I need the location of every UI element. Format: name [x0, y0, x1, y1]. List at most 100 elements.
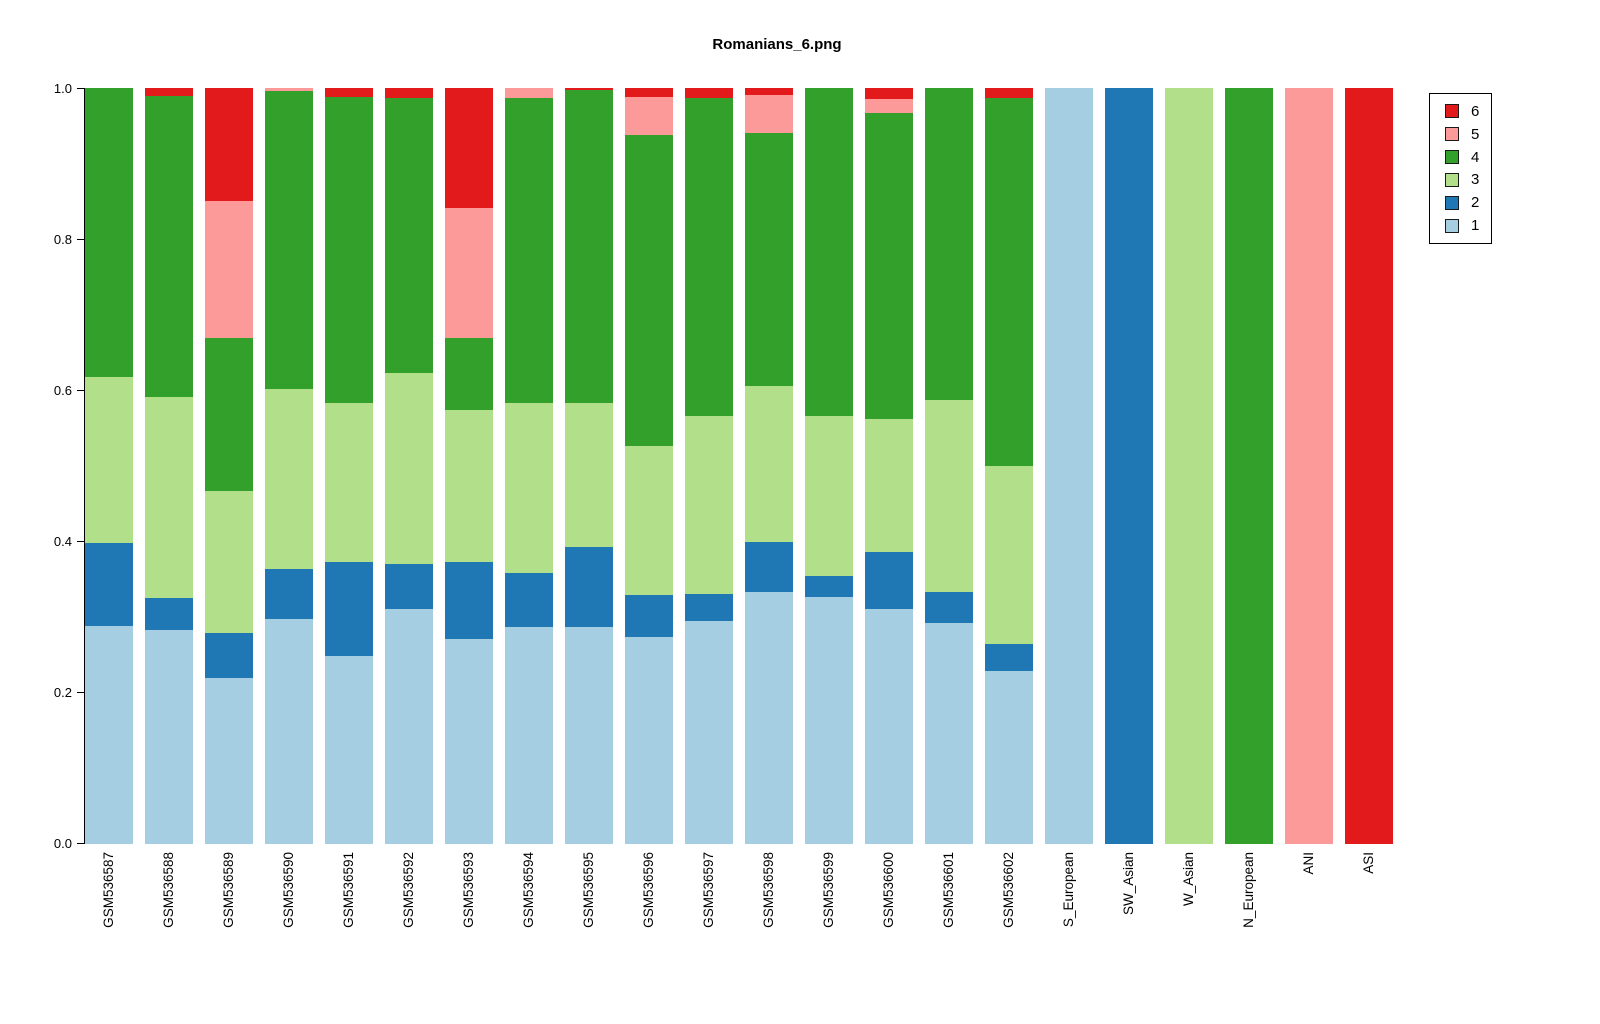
bar-GSM536602: [985, 88, 1033, 844]
x-tick-label-ANI: ANI: [1301, 852, 1316, 875]
bar-segment-2: [385, 563, 433, 609]
bar-segment-5: [865, 99, 913, 113]
legend-label-4: 4: [1471, 148, 1480, 166]
bar-GSM536591: [325, 88, 373, 844]
bar-segment-2: [805, 576, 853, 597]
bar-segment-5: [505, 88, 553, 98]
x-tick-label-GSM536600: GSM536600: [881, 852, 896, 928]
bar-segment-6: [625, 88, 673, 98]
bar-segment-2: [1105, 88, 1153, 844]
bar-segment-3: [385, 373, 433, 564]
legend-item-5: 5: [1430, 126, 1491, 143]
x-tick-label-GSM536601: GSM536601: [941, 852, 956, 928]
x-tick-label-N_European: N_European: [1241, 852, 1256, 928]
bar-segment-3: [925, 399, 973, 593]
legend-item-3: 3: [1430, 171, 1491, 188]
bar-segment-4: [805, 88, 853, 417]
bar-segment-3: [205, 490, 253, 634]
bar-GSM536596: [625, 88, 673, 844]
bar-GSM536595: [565, 88, 613, 844]
legend-swatch-6: [1445, 104, 1459, 119]
bar-segment-4: [505, 97, 553, 404]
y-tick-label: 0.6: [53, 382, 72, 398]
bar-N_European: [1225, 88, 1273, 844]
bar-segment-5: [1285, 88, 1333, 844]
bar-segment-3: [625, 445, 673, 595]
bar-segment-6: [1345, 88, 1393, 844]
bar-segment-6: [145, 88, 193, 97]
bar-segment-3: [565, 402, 613, 547]
legend-label-5: 5: [1471, 125, 1480, 143]
bar-segment-1: [925, 623, 973, 844]
bar-segment-6: [325, 88, 373, 98]
bar-segment-4: [1225, 88, 1273, 844]
bar-segment-4: [865, 112, 913, 420]
legend-item-2: 2: [1430, 194, 1491, 211]
bar-ANI: [1285, 88, 1333, 844]
legend-swatch-2: [1445, 195, 1459, 210]
y-tick-label: 1.0: [53, 80, 72, 96]
bar-segment-5: [625, 97, 673, 135]
x-tick-label-GSM536591: GSM536591: [341, 852, 356, 928]
bar-GSM536588: [145, 88, 193, 844]
bar-GSM536592: [385, 88, 433, 844]
bar-GSM536593: [445, 88, 493, 844]
bar-segment-2: [925, 592, 973, 624]
bar-ASI: [1345, 88, 1393, 844]
bar-segment-6: [685, 88, 733, 98]
bar-segment-3: [265, 388, 313, 569]
bar-segment-4: [205, 338, 253, 491]
x-tick-label-GSM536599: GSM536599: [821, 852, 836, 928]
x-tick-label-GSM536596: GSM536596: [641, 852, 656, 928]
legend-label-1: 1: [1471, 217, 1480, 235]
y-tick: [77, 540, 85, 543]
bar-segment-4: [745, 133, 793, 386]
bar-segment-3: [505, 403, 553, 574]
legend-swatch-5: [1445, 127, 1459, 142]
bar-segment-4: [325, 97, 373, 404]
y-tick-label: 0.2: [53, 684, 72, 700]
bar-segment-5: [205, 200, 253, 339]
y-tick-label: 0.4: [53, 533, 72, 549]
bar-segment-6: [985, 88, 1033, 98]
bar-segment-2: [565, 546, 613, 628]
x-tick-label-GSM536587: GSM536587: [101, 852, 116, 928]
bar-segment-1: [505, 627, 553, 844]
bar-segment-1: [325, 655, 373, 844]
bar-segment-2: [745, 542, 793, 593]
bar-segment-6: [445, 88, 493, 209]
y-tick: [77, 389, 85, 392]
bar-segment-4: [385, 97, 433, 374]
bar-segment-3: [985, 466, 1033, 645]
x-tick-label-GSM536588: GSM536588: [161, 852, 176, 928]
bar-GSM536598: [745, 88, 793, 844]
bar-segment-2: [505, 573, 553, 628]
bar-segment-2: [445, 562, 493, 640]
legend-label-2: 2: [1471, 194, 1480, 212]
legend-item-6: 6: [1430, 103, 1491, 120]
bar-segment-6: [205, 88, 253, 201]
x-tick-label-SW_Asian: SW_Asian: [1121, 852, 1136, 916]
legend-item-1: 1: [1430, 217, 1491, 234]
legend-item-4: 4: [1430, 149, 1491, 166]
bar-segment-1: [985, 670, 1033, 844]
bar-GSM536590: [265, 88, 313, 844]
bar-segment-2: [625, 594, 673, 637]
bar-segment-5: [745, 94, 793, 134]
legend-box: 6 5 4 3 2 1: [1429, 93, 1492, 244]
x-tick-label-ASI: ASI: [1361, 852, 1376, 874]
bar-segment-6: [565, 88, 613, 91]
bar-segment-1: [745, 592, 793, 844]
bar-S_European: [1045, 88, 1093, 844]
legend-swatch-3: [1445, 172, 1459, 187]
bar-segment-3: [145, 397, 193, 598]
legend-swatch-1: [1445, 218, 1459, 233]
bar-segment-2: [265, 568, 313, 619]
y-tick: [77, 87, 85, 90]
legend-swatch-4: [1445, 150, 1459, 165]
y-tick-label: 0.8: [53, 231, 72, 247]
x-tick-label-GSM536597: GSM536597: [701, 852, 716, 928]
x-tick-label-W_Asian: W_Asian: [1181, 852, 1196, 907]
bar-segment-4: [445, 338, 493, 411]
x-tick-label-GSM536598: GSM536598: [761, 852, 776, 928]
